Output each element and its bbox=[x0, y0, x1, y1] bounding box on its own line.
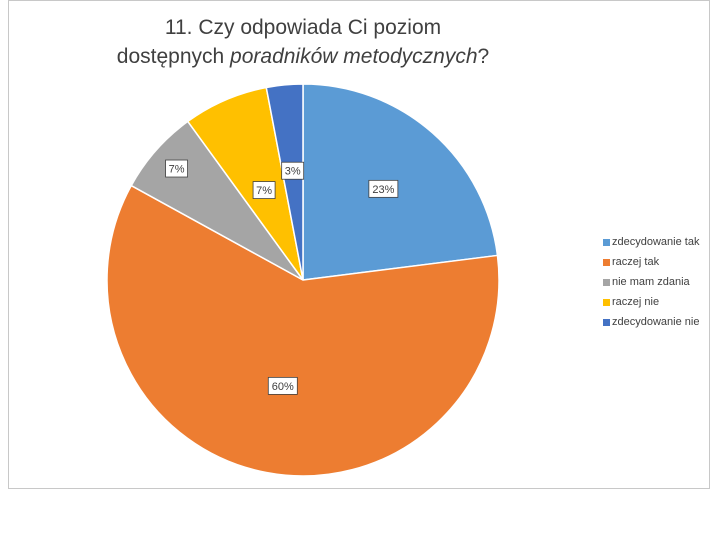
title-line-2-start: dostępnych bbox=[116, 45, 231, 68]
data-label-text: 60% bbox=[272, 381, 294, 393]
legend-swatch bbox=[603, 298, 610, 306]
pie-data-labels: 23% 60% 7% 7% 3% bbox=[165, 159, 399, 395]
data-label-box bbox=[368, 179, 399, 198]
data-label-box bbox=[165, 159, 188, 178]
legend-swatch bbox=[603, 278, 610, 286]
legend-item-zdecydowanie-tak: zdecydowanie tak bbox=[603, 232, 699, 252]
legend-item-nie-mam-zdania: nie mam zdania bbox=[603, 272, 699, 292]
data-label-text: 7% bbox=[169, 164, 185, 176]
title-line-1-text: 11. Czy odpowiada Ci poziom bbox=[164, 16, 442, 39]
data-label-raczej-tak: 60% bbox=[267, 376, 298, 395]
data-label-zdecydowanie-tak: 23% bbox=[368, 179, 399, 198]
legend-label: zdecydowanie tak bbox=[612, 236, 700, 248]
legend-item-raczej-nie: raczej nie bbox=[603, 292, 699, 312]
title-line-2-end: ? bbox=[477, 45, 490, 68]
title-line-1: 11. Czy odpowiada Ci poziom bbox=[8, 13, 598, 42]
data-label-box bbox=[252, 181, 276, 199]
pie-slice-raczej-tak bbox=[106, 184, 500, 477]
legend-item-zdecydowanie-nie: zdecydowanie nie bbox=[603, 312, 699, 332]
legend-swatch bbox=[603, 258, 610, 266]
data-label-text: 3% bbox=[285, 166, 301, 178]
data-label-zdecydowanie-nie: 3% bbox=[281, 161, 305, 180]
title-line-2-italic: poradników metodycznych bbox=[230, 45, 478, 68]
data-label-box bbox=[267, 376, 298, 395]
pie-slice-zdecydowanie-tak bbox=[302, 83, 499, 281]
legend-item-raczej-tak: raczej tak bbox=[603, 252, 699, 272]
legend-label: zdecydowanie nie bbox=[612, 316, 700, 328]
title-line-2: dostępnych poradników metodycznych? bbox=[8, 42, 598, 71]
legend-swatch bbox=[603, 318, 610, 326]
chart-title: 11. Czy odpowiada Ci poziom dostępnych p… bbox=[8, 13, 598, 71]
data-label-text: 7% bbox=[256, 185, 272, 197]
data-label-text: 23% bbox=[372, 184, 394, 196]
legend-label: raczej tak bbox=[612, 256, 660, 268]
data-label-nie-mam-zdania: 7% bbox=[165, 159, 188, 178]
pie-slice-zdecydowanie-nie bbox=[265, 83, 304, 281]
legend-label: nie mam zdania bbox=[612, 276, 690, 288]
data-label-box bbox=[281, 161, 305, 180]
legend-swatch bbox=[603, 238, 610, 246]
legend-label: raczej nie bbox=[612, 296, 660, 308]
data-label-raczej-nie: 7% bbox=[252, 181, 276, 199]
pie-slices bbox=[106, 83, 500, 477]
chart-legend: zdecydowanie tak raczej tak nie mam zdania… bbox=[603, 232, 699, 332]
